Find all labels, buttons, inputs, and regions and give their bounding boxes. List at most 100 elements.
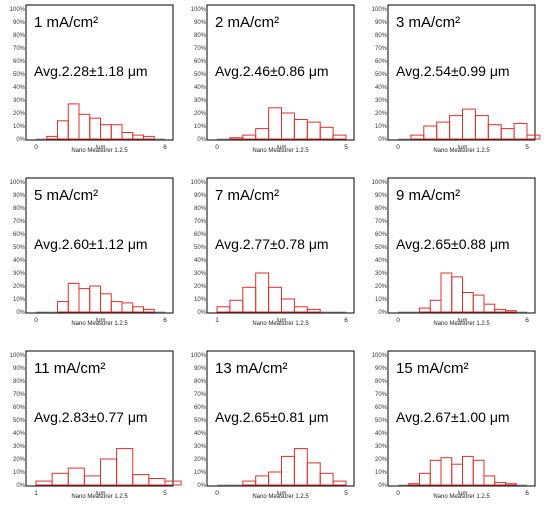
panel-title: 13 mA/cm² xyxy=(215,360,288,377)
y-tick-label: 10% xyxy=(375,124,388,130)
panel-title: 3 mA/cm² xyxy=(396,14,460,31)
panel-frame xyxy=(206,177,355,314)
y-tick-label: 10% xyxy=(194,297,207,303)
y-tick-label: 80% xyxy=(194,206,207,212)
x-axis-unit: /um xyxy=(457,491,467,497)
y-tick-label: 80% xyxy=(194,379,207,385)
average-annotation: Avg.2.28±1.18 μm xyxy=(34,63,148,79)
y-tick-label: 30% xyxy=(13,98,26,104)
panel-frame xyxy=(387,4,536,141)
y-tick-label: 0% xyxy=(197,310,206,316)
x-tick-label: 6 xyxy=(525,317,529,324)
x-axis-unit: /um xyxy=(276,318,286,324)
panel-frame xyxy=(25,4,174,141)
y-tick-label: 60% xyxy=(13,59,26,65)
panel-title: 9 mA/cm² xyxy=(396,187,460,204)
y-tick-label: 30% xyxy=(13,444,26,450)
y-tick-label: 10% xyxy=(375,297,388,303)
y-tick-label: 20% xyxy=(194,111,207,117)
x-tick-label: 1 xyxy=(215,317,219,324)
x-axis-unit: /um xyxy=(457,145,467,151)
histogram-bar xyxy=(332,480,347,486)
panel-frame xyxy=(206,350,355,487)
y-tick-label: 40% xyxy=(194,258,207,264)
y-tick-label: 70% xyxy=(13,392,26,398)
average-annotation: Avg.2.65±0.81 μm xyxy=(215,409,329,425)
y-tick-label: 20% xyxy=(13,111,26,117)
software-footer: Nano Measurer 1.2.5 xyxy=(71,148,128,154)
y-tick-label: 40% xyxy=(13,85,26,91)
y-tick-label: 0% xyxy=(16,137,25,143)
average-annotation: Avg.2.83±0.77 μm xyxy=(34,409,148,425)
y-tick-label: 10% xyxy=(194,470,207,476)
y-tick-label: 0% xyxy=(16,310,25,316)
y-tick-label: 50% xyxy=(194,72,207,78)
x-tick-label: 6 xyxy=(163,317,167,324)
software-footer: Nano Measurer 1.2.5 xyxy=(71,321,128,327)
histogram-bar xyxy=(306,308,321,313)
y-tick-label: 60% xyxy=(375,232,388,238)
y-tick-label: 20% xyxy=(194,284,207,290)
y-tick-label: 40% xyxy=(375,431,388,437)
y-tick-label: 60% xyxy=(375,59,388,65)
y-tick-label: 100% xyxy=(191,353,207,359)
histogram-bar xyxy=(110,124,123,140)
y-tick-label: 100% xyxy=(10,7,26,13)
y-tick-label: 30% xyxy=(194,444,207,450)
software-footer: Nano Measurer 1.2.5 xyxy=(433,321,490,327)
y-tick-label: 20% xyxy=(375,457,388,463)
x-tick-label: 0 xyxy=(396,490,400,497)
histogram-panel: 0% 10% 20% 30% 40% 50% 60% 70% 80% 90% 100% 1 5/umNa… xyxy=(10,350,182,500)
y-tick-label: 80% xyxy=(375,379,388,385)
y-tick-label: 10% xyxy=(13,470,26,476)
x-tick-label: 1 xyxy=(34,490,38,497)
histogram-bar xyxy=(319,472,334,486)
y-tick-label: 30% xyxy=(13,271,26,277)
software-footer: Nano Measurer 1.2.5 xyxy=(252,321,309,327)
y-tick-label: 70% xyxy=(194,46,207,52)
y-tick-label: 70% xyxy=(13,219,26,225)
y-tick-label: 90% xyxy=(194,366,207,372)
x-tick-label: 0 xyxy=(215,490,219,497)
y-tick-label: 40% xyxy=(194,431,207,437)
y-tick-label: 90% xyxy=(375,193,388,199)
y-tick-label: 60% xyxy=(194,232,207,238)
average-annotation: Avg.2.65±0.88 μm xyxy=(396,236,510,252)
y-tick-label: 20% xyxy=(375,284,388,290)
y-tick-label: 70% xyxy=(13,46,26,52)
histogram-bar xyxy=(513,122,528,140)
y-tick-label: 90% xyxy=(194,20,207,26)
histogram-panel: 0% 10% 20% 30% 40% 50% 60% 70% 80% 90% 100% 0 6/umNa… xyxy=(10,177,174,327)
y-tick-label: 90% xyxy=(13,193,26,199)
histogram-bar xyxy=(472,294,485,313)
histogram-bar xyxy=(116,448,134,486)
y-tick-label: 40% xyxy=(13,431,26,437)
y-tick-label: 30% xyxy=(375,271,388,277)
y-tick-label: 20% xyxy=(13,457,26,463)
y-tick-label: 90% xyxy=(375,366,388,372)
y-tick-label: 40% xyxy=(375,85,388,91)
y-tick-label: 100% xyxy=(191,7,207,13)
panel-title: 1 mA/cm² xyxy=(34,14,98,31)
y-tick-label: 30% xyxy=(194,98,207,104)
y-tick-label: 50% xyxy=(375,418,388,424)
y-tick-label: 30% xyxy=(375,444,388,450)
panel-frame xyxy=(387,350,536,487)
x-tick-label: 6 xyxy=(163,144,167,151)
y-tick-label: 70% xyxy=(375,392,388,398)
y-tick-label: 60% xyxy=(194,59,207,65)
histogram-bar xyxy=(319,126,334,140)
y-tick-label: 80% xyxy=(13,33,26,39)
y-tick-label: 0% xyxy=(16,483,25,489)
y-tick-label: 10% xyxy=(375,470,388,476)
y-tick-label: 80% xyxy=(375,206,388,212)
x-tick-label: 6 xyxy=(344,317,348,324)
histogram-panel: 0% 10% 20% 30% 40% 50% 60% 70% 80% 90% 100% 0 6/umNa… xyxy=(10,4,174,154)
x-tick-label: 5 xyxy=(525,144,529,151)
panel-frame xyxy=(206,4,355,141)
histogram-bar xyxy=(143,308,155,313)
y-tick-label: 60% xyxy=(13,232,26,238)
y-tick-label: 50% xyxy=(194,245,207,251)
y-tick-label: 80% xyxy=(194,33,207,39)
